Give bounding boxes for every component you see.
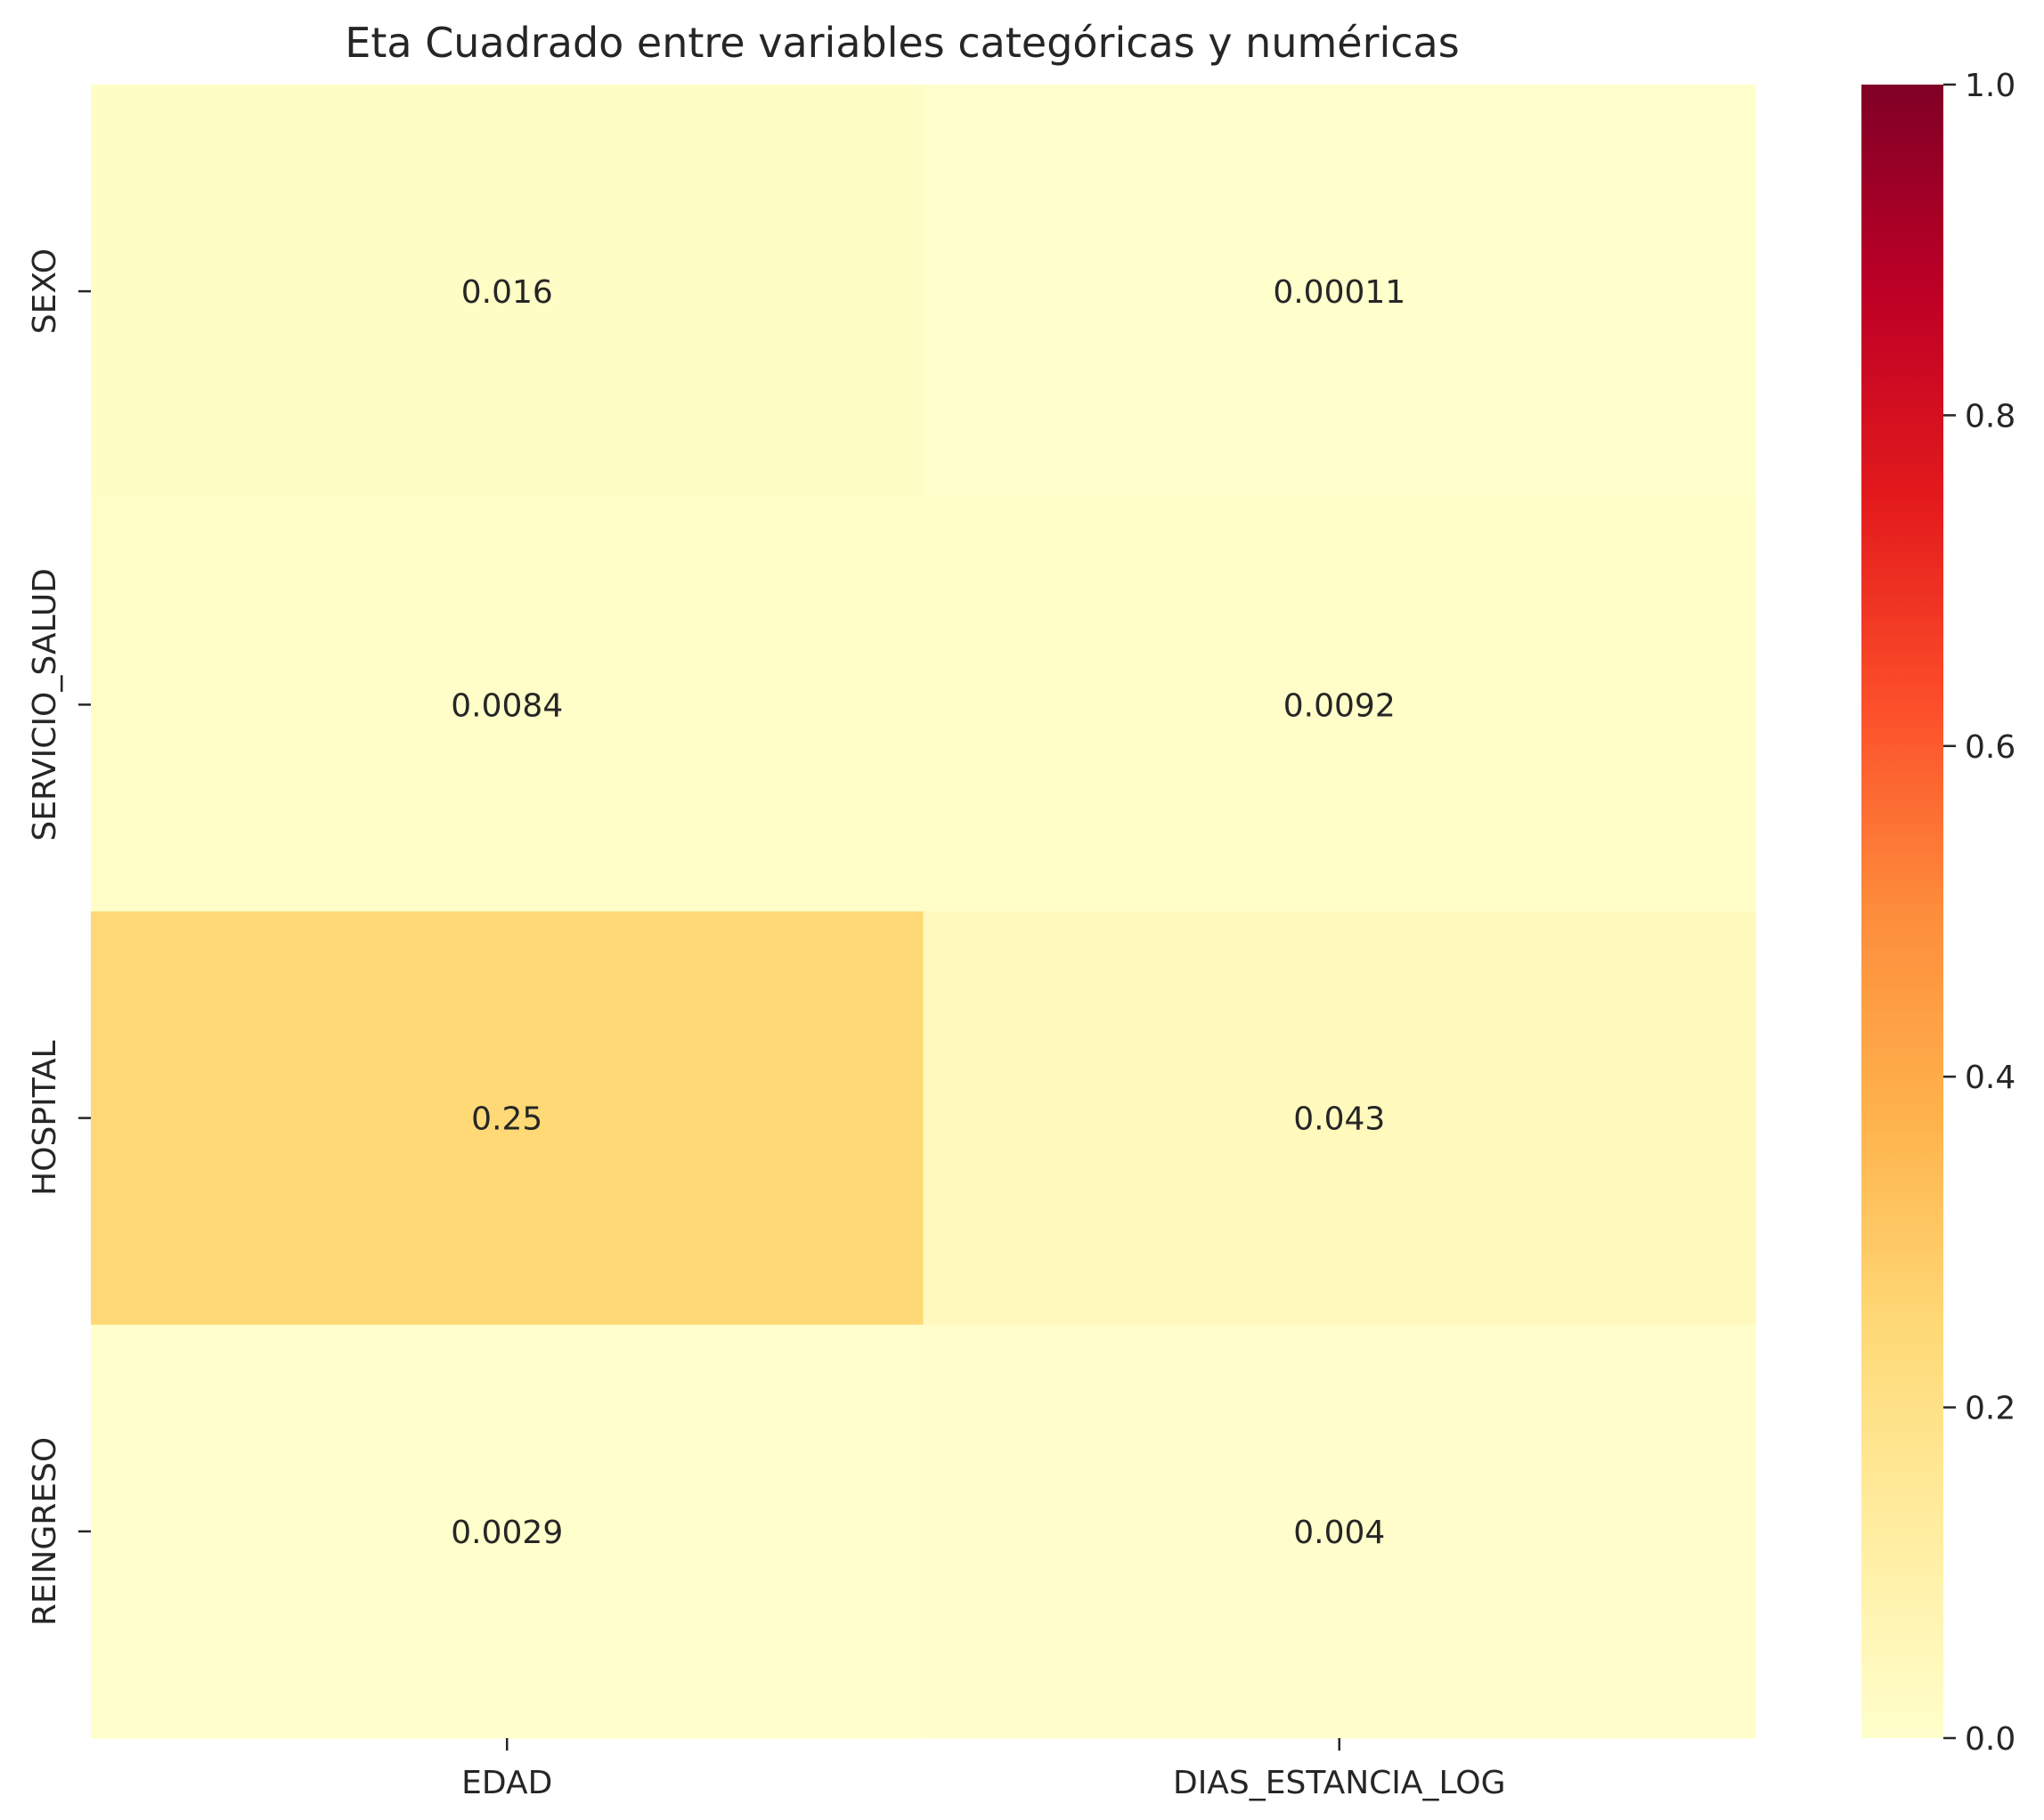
heatmap-cells: 0.016 0.00011 0.0084 0.0092 0.25 0.043 0.0029 0… bbox=[91, 85, 1756, 1739]
cell-value-label: 0.0029 bbox=[451, 1515, 563, 1551]
heatmap-cell bbox=[91, 911, 924, 1326]
cell-value-label: 0.25 bbox=[471, 1101, 542, 1138]
y-axis: SEXO SERVICIO_SALUD HOSPITAL REINGRESO bbox=[27, 248, 91, 1626]
heatmap-cell bbox=[923, 911, 1756, 1326]
chart-title: Eta Cuadrado entre variables categóricas… bbox=[345, 19, 1459, 67]
heatmap-cell bbox=[91, 1324, 924, 1739]
colorbar: 0.0 0.2 0.4 0.6 0.8 1.0 bbox=[1861, 68, 2015, 1758]
x-tick-label: DIAS_ESTANCIA_LOG bbox=[1173, 1765, 1506, 1801]
colorbar-gradient bbox=[1861, 85, 1943, 1738]
colorbar-tick-label: 0.8 bbox=[1965, 398, 2015, 435]
cell-value-label: 0.0092 bbox=[1283, 687, 1396, 724]
y-tick-label: SERVICIO_SALUD bbox=[27, 568, 63, 841]
cell-value-label: 0.016 bbox=[461, 274, 553, 311]
y-tick-label: REINGRESO bbox=[27, 1437, 63, 1626]
x-tick-label: EDAD bbox=[461, 1765, 552, 1801]
heatmap-cell bbox=[923, 85, 1756, 499]
colorbar-tick-label: 0.0 bbox=[1965, 1721, 2015, 1758]
x-axis: EDAD DIAS_ESTANCIA_LOG bbox=[461, 1738, 1506, 1801]
y-tick-label: HOSPITAL bbox=[27, 1040, 63, 1195]
colorbar-tick-label: 0.4 bbox=[1965, 1060, 2015, 1096]
cell-value-label: 0.043 bbox=[1293, 1101, 1385, 1138]
y-tick-label: SEXO bbox=[27, 248, 63, 334]
heatmap-cell bbox=[91, 498, 924, 912]
heatmap-cell bbox=[91, 85, 924, 499]
colorbar-tick-label: 0.2 bbox=[1965, 1391, 2015, 1427]
colorbar-ticks: 0.0 0.2 0.4 0.6 0.8 1.0 bbox=[1943, 68, 2015, 1758]
colorbar-tick-label: 0.6 bbox=[1965, 729, 2015, 766]
colorbar-tick-label: 1.0 bbox=[1965, 68, 2015, 104]
heatmap-cell bbox=[923, 1324, 1756, 1739]
heatmap-cell bbox=[923, 498, 1756, 912]
cell-value-label: 0.00011 bbox=[1273, 274, 1405, 311]
cell-value-label: 0.0084 bbox=[451, 687, 563, 724]
cell-value-label: 0.004 bbox=[1293, 1515, 1385, 1551]
